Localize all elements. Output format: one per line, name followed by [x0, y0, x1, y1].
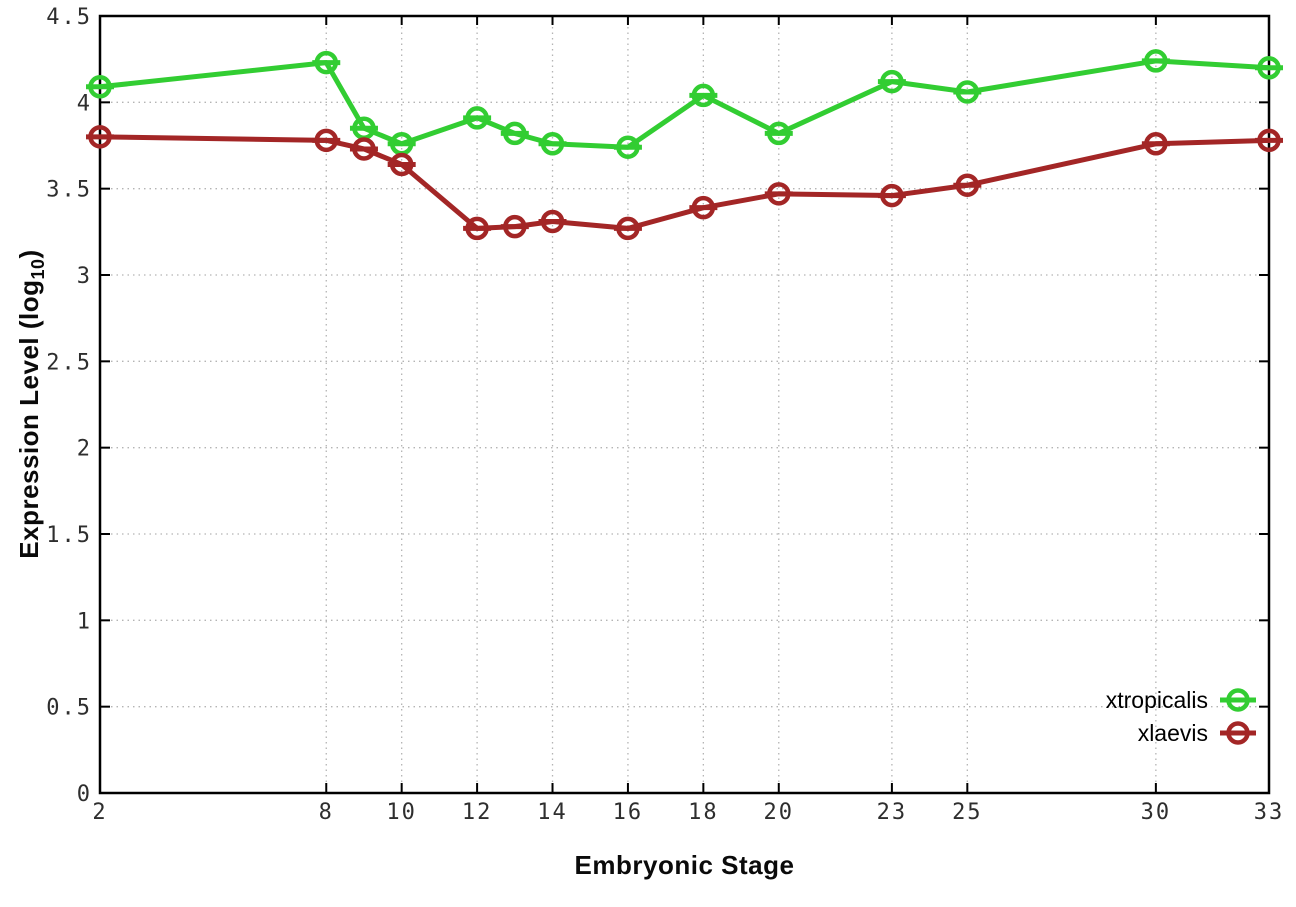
x-tick-label: 14	[537, 800, 568, 825]
x-axis-title: Embryonic Stage	[574, 850, 795, 880]
y-tick-label: 0	[77, 782, 92, 807]
y-tick-label: 1	[77, 609, 92, 634]
data-point-xtropicalis-stage-2	[88, 75, 112, 99]
data-point-xlaevis-stage-18	[691, 195, 716, 220]
data-point-xtropicalis-stage-14	[540, 132, 565, 156]
y-tick-label: 3.5	[46, 178, 92, 203]
data-point-xlaevis-stage-23	[880, 183, 904, 208]
legend-label-xtropicalis: xtropicalis	[1106, 687, 1208, 713]
x-tick-label: 30	[1141, 800, 1172, 825]
data-point-xlaevis-stage-30	[1144, 132, 1168, 156]
data-point-xlaevis-stage-8	[314, 128, 339, 153]
y-tick-label: 2	[77, 437, 92, 462]
legend-sample-marker-xlaevis	[1226, 721, 1250, 745]
data-point-xlaevis-stage-12	[465, 216, 489, 241]
data-point-xlaevis-stage-10	[389, 152, 414, 177]
x-tick-label: 25	[952, 800, 983, 825]
y-tick-label: 2.5	[46, 350, 92, 375]
plot-border	[98, 14, 1271, 795]
y-tick-label: 4	[77, 91, 92, 116]
data-point-xtropicalis-stage-33	[1257, 56, 1281, 80]
x-tick-label: 23	[877, 800, 908, 825]
y-axis-title-text: Expression Level (log	[14, 279, 44, 559]
data-point-xtropicalis-stage-18	[691, 83, 716, 108]
data-point-xlaevis-stage-2	[88, 125, 112, 149]
data-point-xlaevis-stage-33	[1257, 128, 1281, 153]
data-point-xlaevis-stage-20	[767, 182, 791, 206]
data-point-xlaevis-stage-13	[503, 214, 527, 239]
data-point-xtropicalis-stage-30	[1144, 49, 1168, 73]
y-axis-title-suffix: )	[14, 249, 44, 259]
x-tick-label: 16	[613, 800, 644, 825]
data-point-xlaevis-stage-25	[955, 173, 980, 197]
data-point-xtropicalis-stage-13	[503, 121, 527, 146]
y-tick-label: 1.5	[46, 523, 92, 548]
x-tick-label: 2	[92, 800, 107, 825]
y-axis-title: Expression Level (log10)	[12, 4, 48, 804]
data-point-xtropicalis-stage-8	[314, 50, 339, 75]
data-point-xlaevis-stage-16	[616, 216, 640, 241]
series-line-xlaevis	[97, 134, 1272, 231]
y-tick-label: 4.5	[46, 5, 92, 30]
data-point-xtropicalis-stage-20	[767, 121, 791, 146]
x-tick-label: 12	[462, 800, 493, 825]
data-point-xtropicalis-stage-16	[616, 135, 640, 159]
x-tick-label: 20	[764, 800, 795, 825]
legend-label-xlaevis: xlaevis	[1138, 720, 1208, 746]
data-point-xlaevis-stage-14	[540, 209, 565, 234]
data-point-xtropicalis-stage-12	[465, 106, 489, 130]
series-line-xtropicalis	[97, 58, 1272, 150]
y-tick-label: 0.5	[46, 696, 92, 721]
x-tick-label: 18	[688, 800, 719, 825]
y-tick-label: 3	[77, 264, 92, 289]
x-tick-label: 10	[386, 800, 417, 825]
data-point-xtropicalis-stage-25	[955, 80, 980, 104]
y-axis-title-subscript: 10	[28, 258, 48, 280]
legend-sample-marker-xtropicalis	[1226, 688, 1250, 712]
data-point-xtropicalis-stage-23	[880, 69, 904, 94]
x-tick-label: 33	[1254, 800, 1285, 825]
data-point-xlaevis-stage-9	[352, 137, 376, 161]
x-tick-label: 8	[319, 800, 334, 825]
